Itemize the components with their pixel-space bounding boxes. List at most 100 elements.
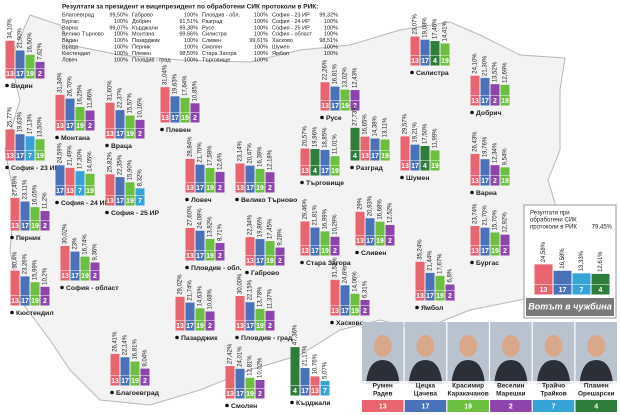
value-label: 17,13% [28,113,34,134]
value-label: 16,50% [28,32,34,53]
bar [300,221,310,245]
candidate-box [430,160,440,171]
bar [320,231,330,245]
bar [380,139,390,150]
report-region: Шумен [272,44,290,50]
value-label: 13,02% [343,67,349,88]
candidate-number: 17 [331,103,339,110]
candidate-number: 19 [126,198,134,205]
report-region: Кърджали [132,25,158,31]
candidate-number: 17 [236,391,244,398]
candidate-box [185,320,195,331]
candidate-box [425,290,435,301]
candidate-box [85,120,95,131]
candidate-last-name: Каракачанов [448,391,489,398]
candidate-box [500,95,510,106]
candidate-box [185,250,195,261]
candidate-number: 4 [313,168,317,175]
value-label: 29,02% [178,274,184,295]
bar [85,110,95,120]
report-percent: 100% [254,51,268,57]
candidate-box [534,284,553,295]
candidate-number: 13 [311,388,319,395]
bar [310,227,320,245]
value-label: 27,42% [228,343,234,364]
photo-head [459,335,478,357]
candidate-box [195,320,205,331]
region-name: Хасково [336,320,364,327]
region-name: Габрово [251,269,279,277]
bar [5,40,15,68]
candidate-box [500,175,510,186]
value-label: 16,74% [83,234,89,255]
candidate-number: 13 [411,58,419,65]
report-region: Ямбол [272,51,289,57]
region-name: Стара Загора [306,260,351,267]
candidate-box [350,150,360,161]
candidate-box [360,150,370,161]
legend-number: 7 [552,403,556,410]
bar [490,84,500,95]
candidate-number: 19 [321,248,329,255]
bar [85,173,95,185]
photo-caption-bg [575,381,617,398]
candidate-box [190,112,200,123]
bar [190,103,200,112]
bar [360,299,370,305]
candidate-box [255,388,265,399]
region-name: София - 23 ИР [11,165,60,172]
bar [440,43,450,55]
candidate-box [500,245,510,256]
bar [140,368,150,375]
candidate-box [245,320,255,331]
candidate-number: 17 [71,273,79,280]
candidate-number: 17 [16,153,24,160]
candidate-box [255,320,265,331]
region-name: Монтана [61,135,90,142]
report-region: Търговище [202,57,230,63]
bar [445,284,455,290]
candidate-box [225,388,235,399]
candidate-number: 13 [61,273,69,280]
candidate-number: 13 [236,185,244,192]
candidate-box [385,235,395,246]
candidate-box [320,385,330,396]
bar [415,261,425,290]
abroad-banner [526,298,614,316]
candidate-box [130,375,140,386]
candidate-number: 13 [471,98,479,105]
bar [370,138,380,150]
bar [572,273,591,284]
bar [490,232,500,245]
value-label: 16,58% [560,248,566,269]
bar [70,251,80,270]
bar [110,353,120,375]
candidate-last-name: Марешки [496,391,525,398]
bar [340,89,350,100]
value-label: 13,52% [493,61,499,82]
candidate-number: 19 [246,391,254,398]
value-label: 29,57% [403,113,409,134]
candidate-box [445,290,455,301]
photo-head [373,335,392,357]
city-dot [355,250,359,255]
report-percent: 100% [324,51,338,57]
value-label: 12,81% [248,355,254,376]
city-dot [235,197,239,202]
candidate-number: 19 [341,103,349,110]
value-label: 12,6% [218,152,224,170]
candidate-last-name: Орешарски [578,391,615,398]
value-label: 10,02% [258,357,264,378]
value-label: 5,07% [323,361,329,379]
region-name: Перник [16,235,41,242]
city-dot [5,83,9,88]
candidate-box [30,220,40,231]
candidate-number: 2 [278,258,282,265]
value-label: 28,84% [188,136,194,157]
bar [75,171,85,185]
photo-shoulders [366,360,400,384]
report-percent: 100% [184,12,198,18]
candidate-box [215,182,225,193]
value-label: 23,11% [23,179,29,200]
candidate-first-name: Веселин [497,383,525,390]
